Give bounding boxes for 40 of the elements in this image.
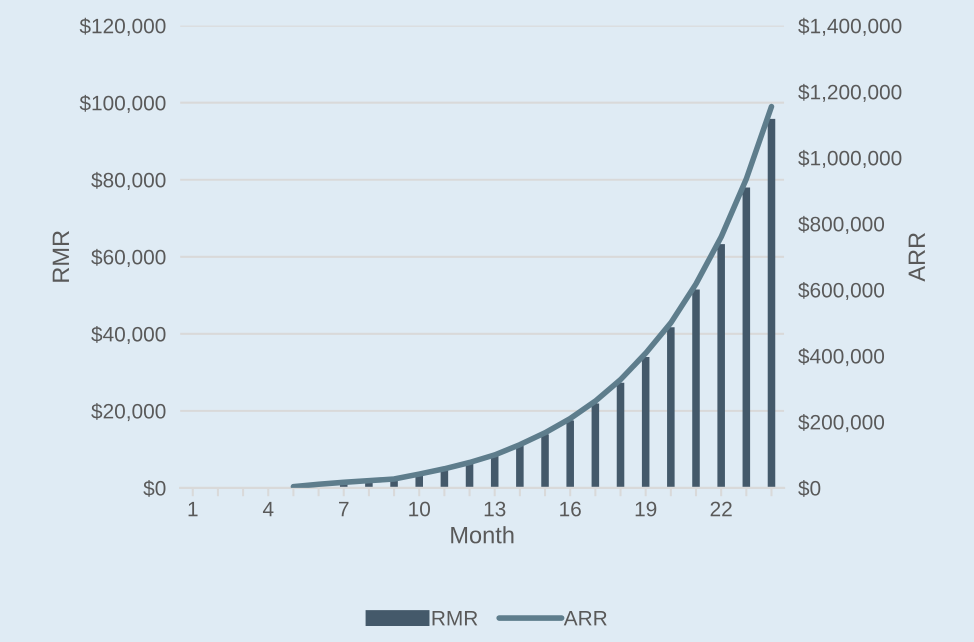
bar [667,327,675,488]
y2-tick-label: $1,400,000 [798,18,902,36]
bar [692,290,700,488]
x-tick-label: 1 [188,502,198,516]
y-axis-title: RMR [52,231,69,282]
y-tick-label: $60,000 [91,248,166,268]
bar [616,382,624,488]
x-tick-label: 10 [409,502,430,516]
bar [490,456,498,488]
bar [566,420,574,488]
y-tick-label: $80,000 [91,172,166,190]
y2-tick-label: $400,000 [798,348,884,366]
legend-label: RMR [432,611,478,626]
bar [516,446,524,488]
y-tick-label: $40,000 [91,326,166,344]
bar [642,356,650,488]
y2-axis-title: ARR [908,232,925,282]
x-axis-title: Month [451,526,514,544]
x-tick-label: 22 [710,502,732,516]
x-tick-label: 4 [262,502,274,516]
x-tick-label: 16 [560,502,581,516]
y2-tick-label: $800,000 [798,216,884,234]
y-tick-label: $20,000 [91,403,166,422]
y-tick-label: $100,000 [80,94,166,113]
x-tick-label: 7 [339,502,348,516]
legend-label: ARR [564,611,607,626]
y2-tick-label: $0 [798,480,820,497]
y2-tick-label: $1,000,000 [798,150,902,168]
bar [768,118,776,488]
bar [541,434,549,488]
bar [742,187,750,488]
bar [592,404,600,488]
y2-tick-label: $1,200,000 [798,84,902,102]
y-tick-label: $120,000 [80,18,166,36]
x-tick-label: 19 [636,502,656,516]
bar [717,244,725,488]
y2-tick-label: $600,000 [798,282,884,300]
x-tick-label: 13 [484,502,506,516]
y-tick-label: $0 [143,480,166,497]
y2-tick-label: $200,000 [798,414,884,432]
